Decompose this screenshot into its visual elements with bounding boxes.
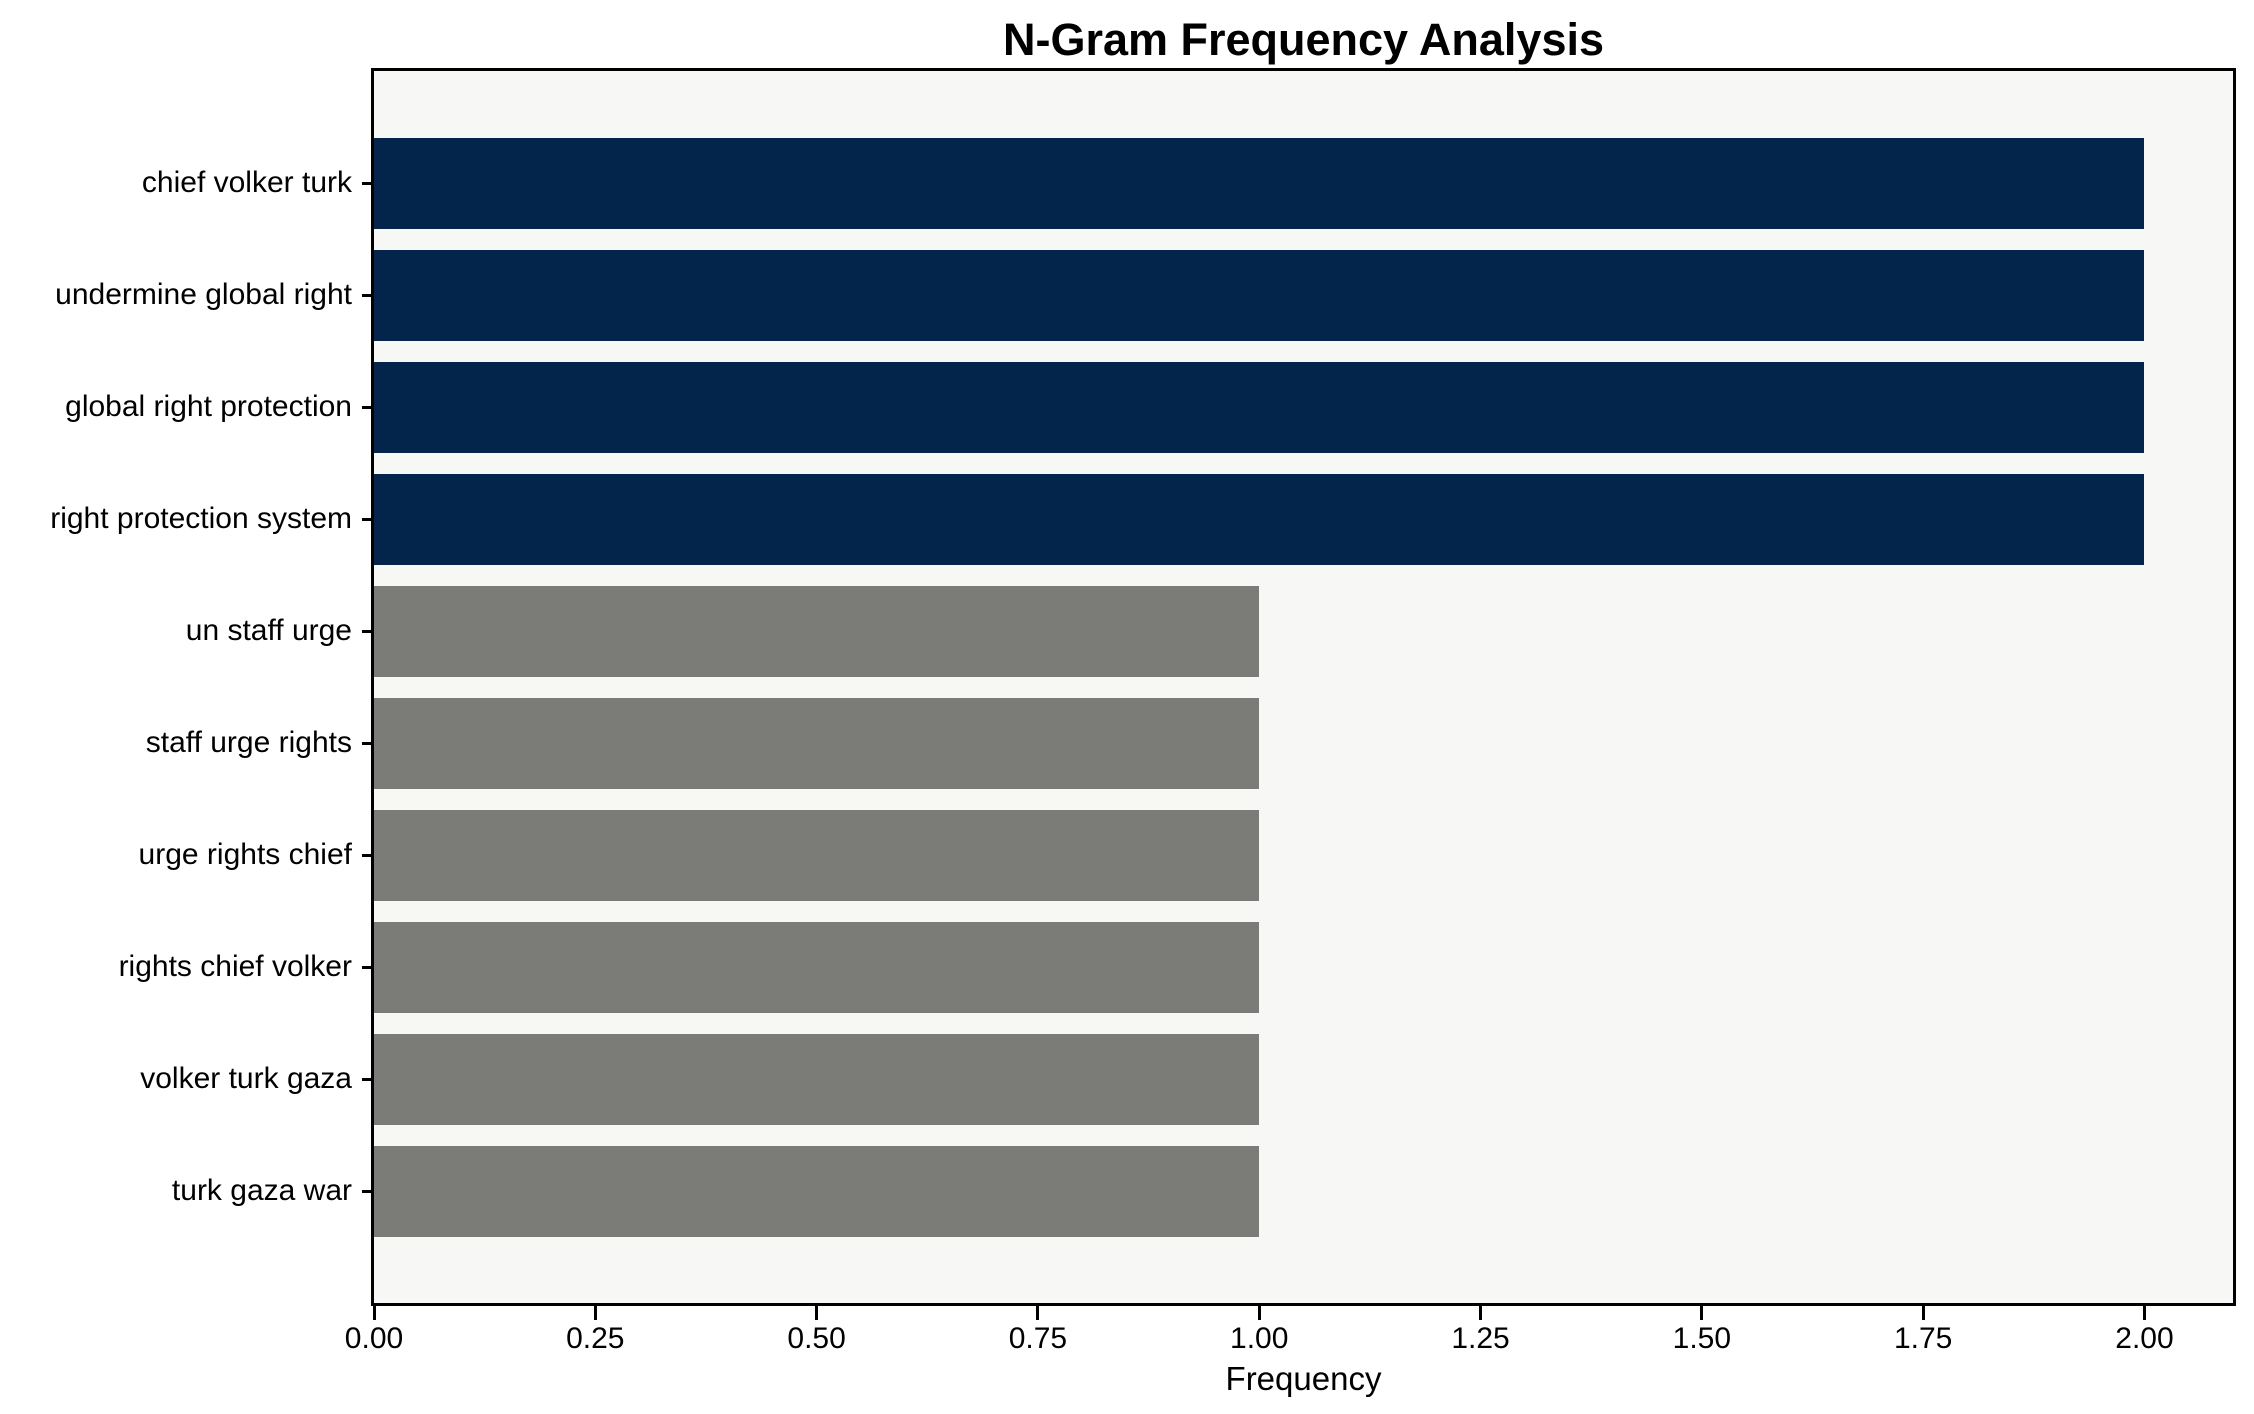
bar-row (374, 799, 2233, 911)
bar-row (374, 463, 2233, 575)
bar-row (374, 127, 2233, 239)
x-tick-mark (1700, 1306, 1704, 1320)
y-tick-mark (362, 965, 374, 969)
y-tick-label: rights chief volker (118, 950, 352, 983)
bar-undermine-global-right (374, 249, 2145, 341)
bar-rights-chief-volker (374, 921, 1260, 1013)
x-tick-mark (372, 1306, 376, 1320)
bar-row (374, 1023, 2233, 1135)
y-tick-label: volker turk gaza (140, 1062, 352, 1095)
y-tick-mark (362, 181, 374, 185)
x-tick-label: 0.00 (344, 1322, 404, 1355)
x-tick-label: 1.50 (1672, 1322, 1732, 1355)
y-tick-label: turk gaza war (171, 1174, 352, 1207)
bars-container (374, 71, 2233, 1303)
x-tick-mark (2142, 1306, 2146, 1320)
x-tick-mark (1257, 1306, 1261, 1320)
x-tick-label: 1.25 (1451, 1322, 1510, 1355)
y-tick-mark (362, 293, 374, 297)
bar-un-staff-urge (374, 585, 1260, 677)
bar-urge-rights-chief (374, 809, 1260, 901)
x-tick-label: 2.00 (2115, 1322, 2174, 1355)
x-tick-mark (1036, 1306, 1040, 1320)
y-tick-label: staff urge rights (145, 726, 352, 759)
y-tick-label: urge rights chief (138, 838, 352, 871)
y-tick-label: undermine global right (55, 278, 352, 311)
y-tick-mark (362, 741, 374, 745)
y-tick-label: right protection system (50, 502, 352, 535)
bar-staff-urge-rights (374, 697, 1260, 789)
bar-right-protection-system (374, 473, 2145, 565)
bar-turk-gaza-war (374, 1145, 1260, 1237)
x-tick-label: 1.00 (1230, 1322, 1289, 1355)
bar-row (374, 239, 2233, 351)
y-tick-mark (362, 629, 374, 633)
x-tick-mark (593, 1306, 597, 1320)
chart-title: N-Gram Frequency Analysis (1002, 14, 1605, 65)
x-tick-label: 0.50 (787, 1322, 846, 1355)
x-tick-mark (1921, 1306, 1925, 1320)
y-tick-mark (362, 517, 374, 521)
bar-global-right-protection (374, 361, 2145, 453)
bar-volker-turk-gaza (374, 1033, 1260, 1125)
y-tick-label: global right protection (65, 390, 352, 423)
bar-row (374, 575, 2233, 687)
x-tick-label: 1.75 (1893, 1322, 1953, 1355)
x-tick-label: 0.75 (1008, 1322, 1068, 1355)
plot-area (371, 68, 2236, 1306)
bar-row (374, 911, 2233, 1023)
x-axis-title: Frequency (1225, 1360, 1382, 1397)
y-tick-label: chief volker turk (141, 166, 352, 199)
bar-row (374, 1135, 2233, 1247)
y-tick-label: un staff urge (185, 614, 352, 647)
y-tick-mark (362, 405, 374, 409)
y-tick-mark (362, 1077, 374, 1081)
bar-chief-volker-turk (374, 137, 2145, 229)
bar-row (374, 351, 2233, 463)
y-tick-mark (362, 853, 374, 857)
bar-row (374, 687, 2233, 799)
x-tick-label: 0.25 (566, 1322, 625, 1355)
y-tick-mark (362, 1189, 374, 1193)
x-tick-mark (815, 1306, 819, 1320)
x-tick-mark (1479, 1306, 1483, 1320)
